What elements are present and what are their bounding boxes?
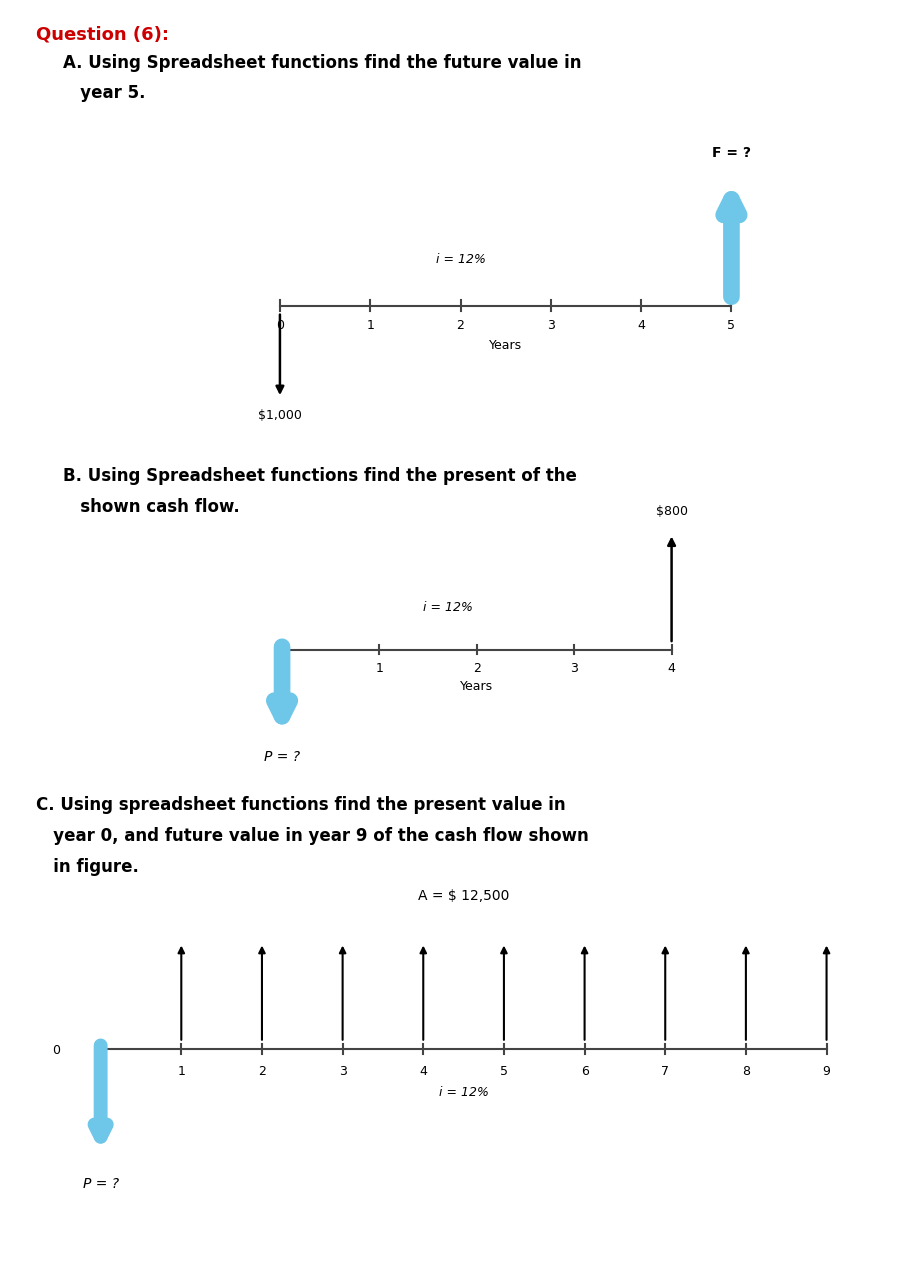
Text: 9: 9 — [822, 1065, 830, 1078]
Text: 5: 5 — [500, 1065, 507, 1078]
Text: 2: 2 — [456, 319, 464, 332]
Text: i = 12%: i = 12% — [438, 1085, 488, 1100]
Text: 1: 1 — [366, 319, 373, 332]
Text: 8: 8 — [741, 1065, 749, 1078]
Text: 1: 1 — [375, 662, 383, 675]
Text: shown cash flow.: shown cash flow. — [63, 498, 240, 516]
Text: year 5.: year 5. — [63, 84, 145, 102]
Text: 0: 0 — [276, 319, 283, 332]
Text: 3: 3 — [338, 1065, 346, 1078]
Text: i = 12%: i = 12% — [435, 253, 485, 266]
Text: A = $ 12,500: A = $ 12,500 — [418, 888, 509, 902]
Text: B. Using Spreadsheet functions find the present of the: B. Using Spreadsheet functions find the … — [63, 467, 576, 485]
Text: P = ?: P = ? — [263, 750, 299, 764]
Text: 7: 7 — [660, 1065, 668, 1078]
Text: 4: 4 — [637, 319, 644, 332]
Text: 0: 0 — [52, 1044, 60, 1057]
Text: 4: 4 — [419, 1065, 427, 1078]
Text: Years: Years — [489, 339, 521, 352]
Text: in figure.: in figure. — [36, 858, 139, 876]
Text: 0: 0 — [278, 662, 286, 675]
Text: P = ?: P = ? — [82, 1178, 118, 1192]
Text: 4: 4 — [667, 662, 675, 675]
Text: i = 12%: i = 12% — [422, 600, 472, 613]
Text: 2: 2 — [258, 1065, 265, 1078]
Text: 6: 6 — [580, 1065, 588, 1078]
Text: A. Using Spreadsheet functions find the future value in: A. Using Spreadsheet functions find the … — [63, 54, 581, 72]
Text: 3: 3 — [547, 319, 554, 332]
Text: Question (6):: Question (6): — [36, 26, 169, 44]
Text: 2: 2 — [473, 662, 480, 675]
Text: $800: $800 — [655, 504, 686, 517]
Text: year 0, and future value in year 9 of the cash flow shown: year 0, and future value in year 9 of th… — [36, 827, 588, 845]
Text: Years: Years — [460, 680, 492, 692]
Text: 1: 1 — [177, 1065, 185, 1078]
Text: 3: 3 — [570, 662, 577, 675]
Text: 5: 5 — [727, 319, 734, 332]
Text: F = ?: F = ? — [711, 146, 750, 160]
Text: C. Using spreadsheet functions find the present value in: C. Using spreadsheet functions find the … — [36, 796, 566, 814]
Text: $1,000: $1,000 — [258, 410, 301, 422]
